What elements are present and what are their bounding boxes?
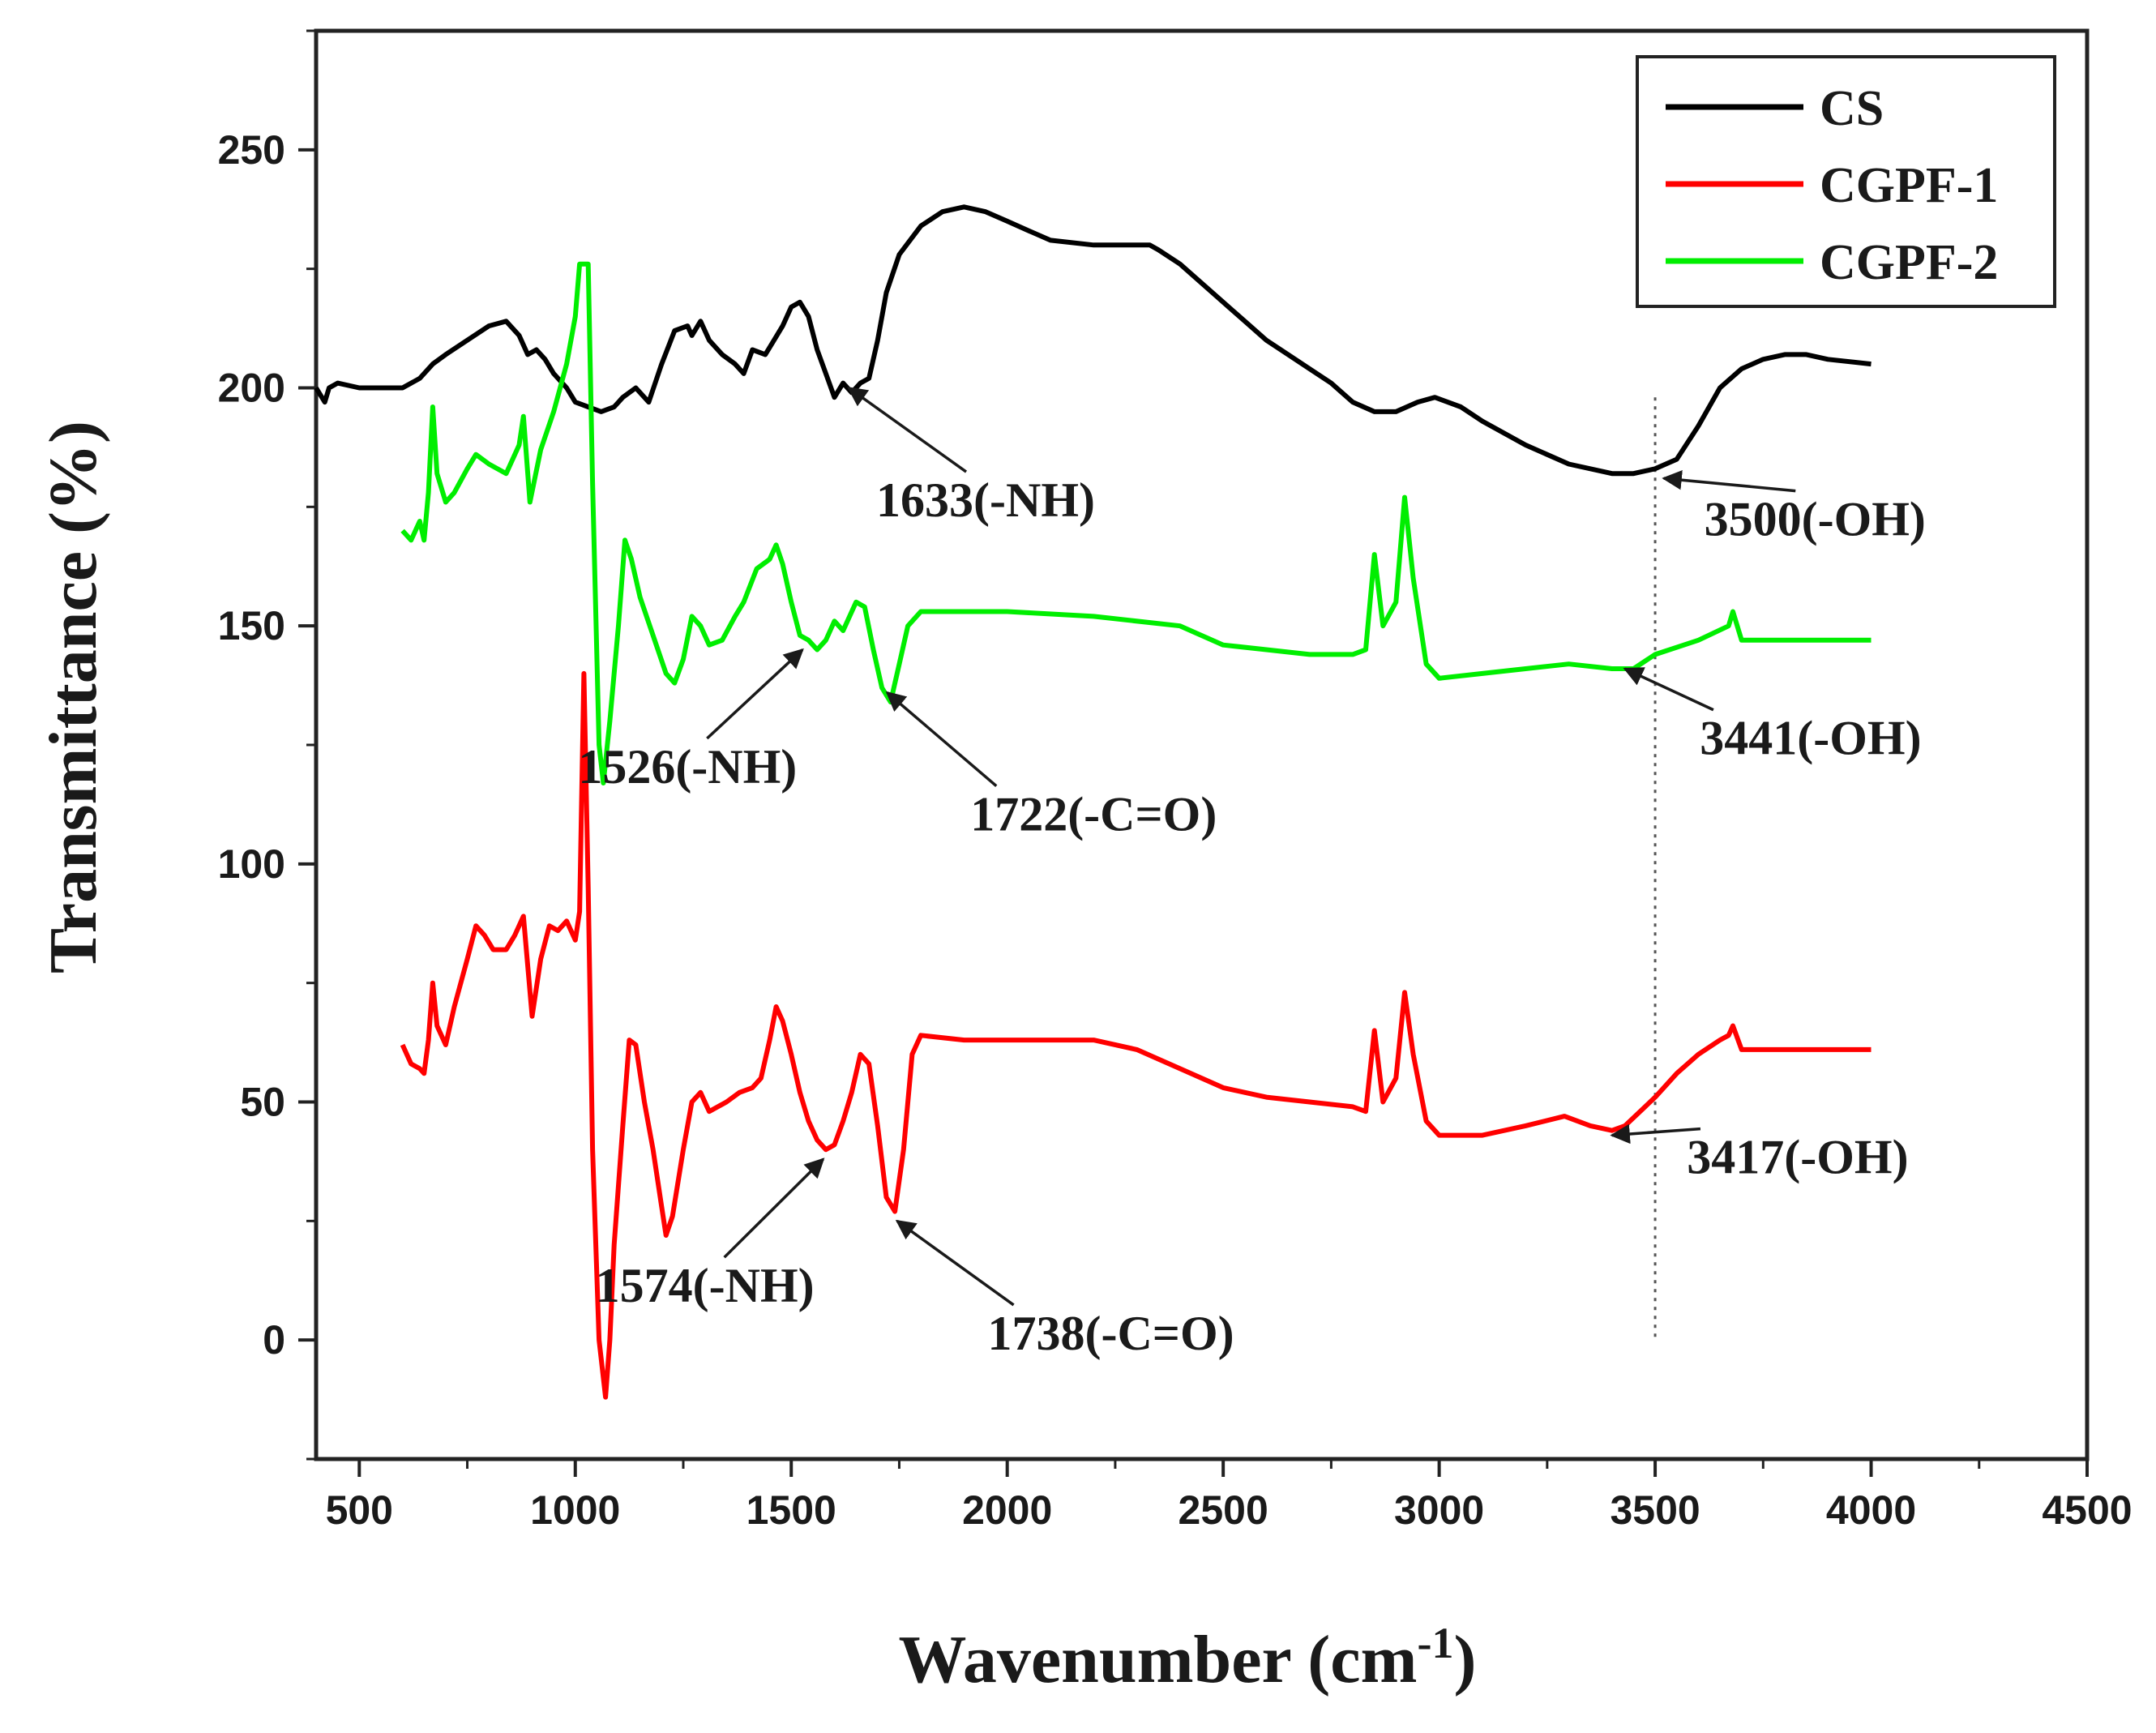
y-axis-title: Transmittance (%) <box>36 421 111 973</box>
annotation-label: 1633(-NH) <box>876 473 1095 527</box>
legend-label-cs: CS <box>1820 81 1884 136</box>
x-axis-title-close: ) <box>1454 1622 1477 1697</box>
y-tick-label: 100 <box>218 841 285 887</box>
axis-ticks: 500 1000 1500 2000 2500 3000 3500 4000 4500 0 50 10… <box>218 29 2132 1533</box>
x-tick-label: 4500 <box>2042 1487 2132 1533</box>
series-line-cgpf-2 <box>400 261 1872 785</box>
x-axis-title: Wavenumber (cm-1) <box>898 1619 1476 1697</box>
x-tick-label: 2500 <box>1179 1487 1268 1533</box>
x-tick-label: 500 <box>326 1487 393 1533</box>
annotation-label: 3417(-OH) <box>1687 1131 1908 1184</box>
y-tick-label: 200 <box>218 366 285 411</box>
annotation-arrow <box>895 1219 1015 1307</box>
legend-label-cgpf-1: CGPF-1 <box>1820 158 1998 213</box>
annotation-label: 1722(-C=O) <box>970 788 1217 841</box>
y-tick-label: 150 <box>218 603 285 648</box>
annotation-arrow <box>847 387 968 473</box>
annotation-arrow <box>885 691 998 788</box>
x-axis-title-superscript: -1 <box>1418 1619 1454 1667</box>
annotation-arrow <box>723 1157 825 1259</box>
legend-label-cgpf-2: CGPF-2 <box>1820 235 1998 290</box>
legend: CS CGPF-1 CGPF-2 <box>1636 55 2056 308</box>
series-line-cgpf-1 <box>400 670 1872 1400</box>
annotation-label: 3441(-OH) <box>1700 712 1921 765</box>
annotation-arrow <box>1662 469 1796 493</box>
annotation-arrow <box>1610 1123 1701 1145</box>
annotation-label: 1526(-NH) <box>578 740 797 794</box>
x-tick-label: 3000 <box>1394 1487 1484 1533</box>
y-tick-label: 50 <box>240 1080 285 1125</box>
annotation-arrow <box>706 648 804 740</box>
annotation-arrow <box>1623 667 1714 712</box>
annotation-label: 1738(-C=O) <box>988 1307 1234 1360</box>
y-tick-label: 250 <box>218 127 285 173</box>
annotation-layer: 1633(-NH) 3500(-OH) 1526(-NH) 1722(-C=O) 344… <box>578 387 1926 1360</box>
x-axis-title-main: Wavenumber (cm <box>898 1622 1417 1697</box>
x-tick-label: 2000 <box>962 1487 1052 1533</box>
x-tick-label: 1500 <box>746 1487 836 1533</box>
annotation-label: 3500(-OH) <box>1705 493 1926 546</box>
x-tick-label: 1000 <box>530 1487 620 1533</box>
x-tick-label: 4000 <box>1826 1487 1916 1533</box>
annotation-label: 1574(-NH) <box>596 1259 815 1312</box>
x-tick-label: 3500 <box>1610 1487 1700 1533</box>
y-tick-label: 0 <box>263 1317 285 1363</box>
